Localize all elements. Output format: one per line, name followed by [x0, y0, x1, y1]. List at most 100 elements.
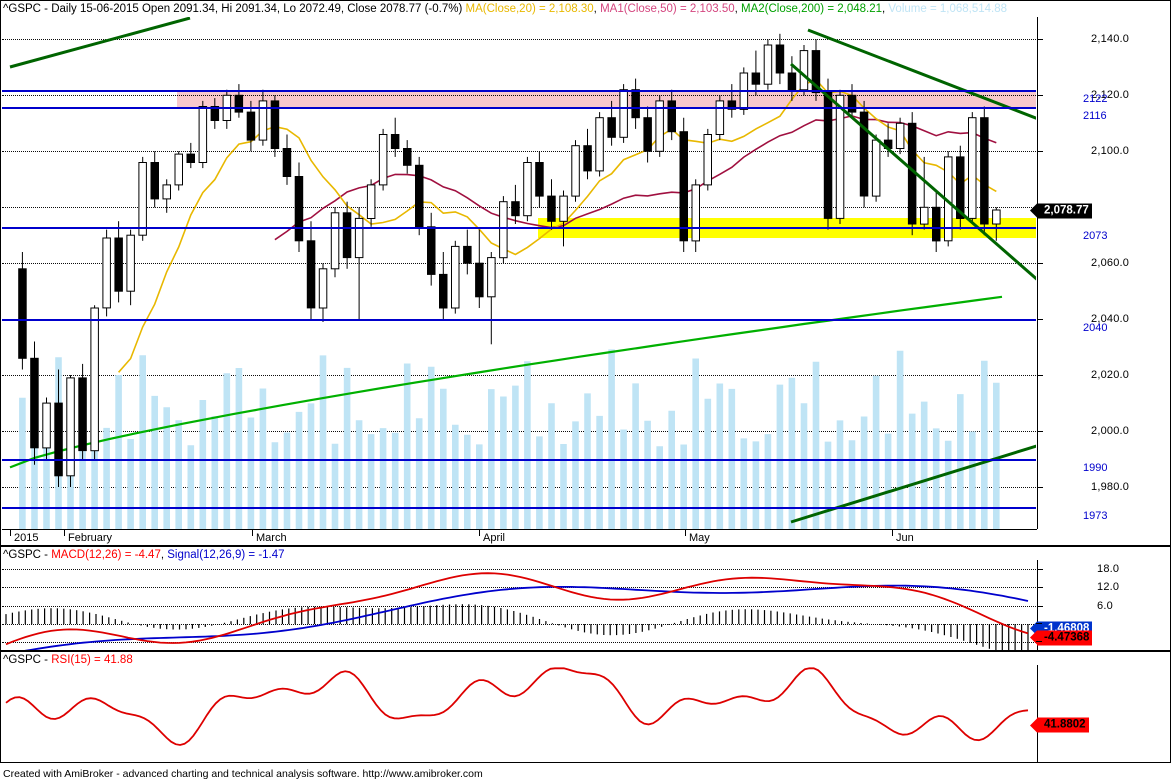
- date-axis-label: April: [483, 532, 506, 544]
- title-sep-1: ,: [593, 3, 601, 15]
- date-axis-tick: [685, 530, 686, 536]
- macd-gridline: [2, 605, 1036, 607]
- macd-axis-tick: [1036, 623, 1042, 625]
- macd-gridline: [2, 569, 1036, 571]
- macd-axis-label: 18.0: [1097, 563, 1120, 576]
- title-sep-2: ,: [734, 3, 742, 15]
- macd-value-flag-value: -4.47368: [1044, 631, 1090, 644]
- date-axis-label: March: [256, 532, 287, 544]
- macd-gridline: [2, 642, 1036, 644]
- date-axis-label: February: [68, 532, 113, 544]
- rsi-title-symbol: ^GSPC -: [3, 654, 52, 666]
- price-axis-label: 2,100.0: [1091, 145, 1130, 158]
- macd-gridline: [2, 624, 1036, 626]
- price-axis-tick: [1037, 39, 1043, 41]
- price-axis-tick: [1037, 487, 1043, 489]
- current-price-flag: 2,078.77: [1030, 203, 1092, 219]
- price-level-line: [2, 226, 1036, 229]
- macd-title: ^GSPC - MACD(12,26) = -4.47, Signal(12,2…: [3, 549, 285, 561]
- macd-plot-area[interactable]: [2, 560, 1036, 650]
- date-axis-tick: [10, 530, 11, 536]
- price-level-line: [2, 89, 1036, 92]
- macd-axis-label: 6.0: [1097, 599, 1113, 612]
- price-gridline: [2, 431, 1036, 433]
- current-price-value: 2,078.77: [1044, 204, 1089, 217]
- rsi-value-flag: 41.8802: [1030, 717, 1089, 733]
- macd-title-sep: ,: [160, 549, 168, 561]
- price-level-label: 2116: [1083, 109, 1107, 122]
- footer-credit: Created with AmiBroker - advanced charti…: [3, 768, 483, 780]
- price-level-line: [2, 459, 1036, 462]
- title-sep-3: ,: [882, 3, 889, 15]
- price-level-line: [2, 106, 1036, 109]
- rsi-series-svg: [5, 667, 1029, 746]
- macd-title-signal: Signal(12,26,9) = -1.47: [167, 549, 285, 561]
- rsi-title: ^GSPC - RSI(15) = 41.88: [3, 654, 133, 666]
- price-level-line: [2, 506, 1036, 509]
- price-axis-label: 2,040.0: [1091, 313, 1130, 326]
- price-axis-label: 2,120.0: [1091, 89, 1130, 102]
- date-axis-tick: [892, 530, 893, 536]
- price-level-label: 2073: [1083, 229, 1108, 242]
- price-gridline: [2, 39, 1036, 41]
- price-axis-label: 2,020.0: [1091, 369, 1130, 382]
- price-chart-panel[interactable]: ^GSPC - Daily 15-06-2015 Open 2091.34, H…: [0, 0, 1171, 546]
- rsi-plot-area[interactable]: [2, 665, 1036, 762]
- price-title-ma200: MA2(Close,200) = 2,048.21: [741, 3, 882, 15]
- price-title-ma50: MA1(Close,50) = 2,103.50: [600, 3, 735, 15]
- rsi-flag-tip: [1030, 718, 1037, 733]
- macd-axis-label: 12.0: [1097, 581, 1120, 594]
- date-axis-label: Jun: [896, 532, 914, 544]
- macd-axis-tick: [1037, 605, 1043, 607]
- price-level-label: 2122: [1083, 92, 1108, 105]
- price-title-volume: Volume = 1,068,514.88: [888, 3, 1008, 15]
- price-axis-label: 2,000.0: [1091, 425, 1130, 438]
- price-flag-tip: [1030, 203, 1037, 218]
- macd-series-svg: [5, 572, 1029, 650]
- resistance-zone: [177, 89, 1036, 107]
- price-gridline: [2, 151, 1036, 153]
- price-gridline: [2, 375, 1036, 377]
- macd-title-symbol: ^GSPC -: [3, 549, 52, 561]
- macd-axis-tick: [1037, 569, 1043, 571]
- price-title-quote: ^GSPC - Daily 15-06-2015 Open 2091.34, H…: [3, 3, 466, 15]
- price-axis-tick: [1037, 375, 1043, 377]
- price-gridline: [2, 95, 1036, 97]
- macd-axis-tick: [1037, 587, 1043, 589]
- price-axis-tick: [1037, 431, 1043, 433]
- price-gridline: [2, 263, 1036, 265]
- date-axis-tick: [479, 530, 480, 536]
- price-level-label: 1990: [1083, 462, 1108, 475]
- price-axis-tick: [1037, 151, 1043, 153]
- price-axis-tick: [1037, 319, 1043, 321]
- macd-panel[interactable]: ^GSPC - MACD(12,26) = -4.47, Signal(12,2…: [0, 546, 1171, 651]
- price-chart-title: ^GSPC - Daily 15-06-2015 Open 2091.34, H…: [3, 3, 1007, 15]
- macd-value-flag: -4.47368: [1030, 630, 1093, 646]
- price-axis-label: 2,060.0: [1091, 257, 1130, 270]
- price-plot-area[interactable]: [2, 17, 1036, 529]
- macd-y-axis: [1037, 560, 1038, 650]
- price-level-line: [2, 319, 1036, 322]
- rsi-panel[interactable]: ^GSPC - RSI(15) = 41.88 41.8802: [0, 651, 1171, 763]
- price-level-label: 1973: [1083, 509, 1108, 522]
- price-axis-tick: [1037, 95, 1043, 97]
- macd-signal-flag-tip: [1030, 621, 1037, 636]
- price-series-svg: [9, 17, 1036, 529]
- date-axis-tick: [252, 530, 253, 536]
- price-axis-tick: [1037, 263, 1043, 265]
- date-axis-label: May: [689, 532, 710, 544]
- macd-title-macd: MACD(12,26) = -4.47: [51, 549, 161, 561]
- price-y-axis: [1037, 17, 1038, 529]
- date-axis-tick: [64, 530, 65, 536]
- rsi-y-axis: [1037, 665, 1038, 762]
- rsi-flag-value: 41.8802: [1044, 718, 1086, 731]
- price-axis-label: 1,980.0: [1091, 481, 1130, 494]
- price-axis-label: 2,140.0: [1091, 33, 1130, 46]
- macd-value-flag-tip: [1030, 630, 1037, 645]
- macd-axis-tick: [1036, 641, 1042, 643]
- date-axis: 2015 February March April May Jun: [2, 529, 1037, 546]
- price-gridline: [2, 487, 1036, 489]
- rsi-title-rsi: RSI(15) = 41.88: [51, 654, 133, 666]
- price-title-ma20: MA(Close,20) = 2,108.30: [465, 3, 594, 15]
